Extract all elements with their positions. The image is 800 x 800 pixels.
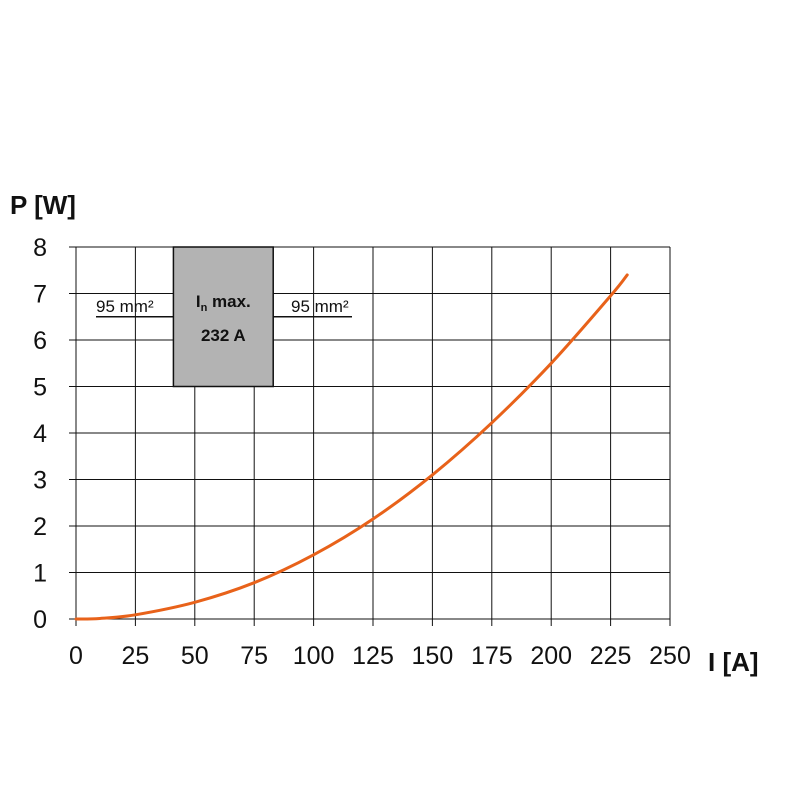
left-conductor-label: 95 mm² [96, 297, 154, 316]
rating-subscript: n [201, 302, 208, 314]
x-axis-label: I [A] [708, 647, 759, 677]
y-tick-label: 1 [33, 560, 47, 588]
y-tick-label: 0 [33, 606, 47, 634]
y-tick-label: 6 [33, 327, 47, 355]
right-conductor-label: 95 mm² [291, 297, 349, 316]
y-axis-label: P [W] [10, 190, 76, 220]
x-tick-labels: 0 25 50 75 100 125 150 175 200 225 250 [69, 642, 691, 670]
y-tick-label: 8 [33, 234, 47, 262]
y-tick-label: 4 [33, 420, 47, 448]
rating-label: In max. [196, 292, 251, 314]
chart-grid [69, 246, 671, 626]
rating-annotation: 95 mm² 95 mm² In max. 232 A [96, 246, 352, 388]
x-tick-label: 175 [471, 642, 513, 670]
x-tick-label: 125 [352, 642, 394, 670]
series-line [74, 273, 629, 621]
rating-box [172, 246, 274, 388]
y-tick-label: 2 [33, 513, 47, 541]
x-tick-label: 0 [69, 642, 83, 670]
rating-symbol: I [196, 292, 201, 311]
x-tick-label: 50 [181, 642, 209, 670]
y-tick-label: 3 [33, 467, 47, 495]
y-tick-label: 7 [33, 281, 47, 309]
x-tick-label: 75 [240, 642, 268, 670]
x-tick-label: 225 [590, 642, 632, 670]
rating-suffix: max. [207, 292, 250, 311]
y-tick-label: 5 [33, 374, 47, 402]
x-tick-label: 150 [412, 642, 454, 670]
x-tick-label: 250 [649, 642, 691, 670]
y-tick-labels: 0 1 2 3 4 5 6 7 8 [33, 234, 47, 634]
rating-value: 232 A [201, 326, 246, 345]
x-tick-label: 200 [530, 642, 572, 670]
x-tick-label: 25 [121, 642, 149, 670]
x-tick-label: 100 [293, 642, 335, 670]
